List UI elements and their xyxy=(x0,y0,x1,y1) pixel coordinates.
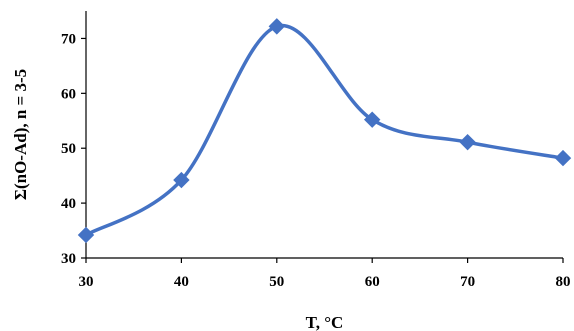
x-tick-label: 80 xyxy=(556,274,571,290)
y-axis-title: Σ(nO-Ad), n = 3-5 xyxy=(11,69,30,200)
y-tick-label: 30 xyxy=(61,251,76,267)
tick-labels: 30 40 50 60 70 30 40 50 60 70 80 xyxy=(61,31,571,290)
axes xyxy=(81,11,564,263)
data-point-marker xyxy=(173,171,190,189)
data-point-marker xyxy=(459,133,476,151)
data-point-marker xyxy=(554,149,572,167)
x-tick-label: 30 xyxy=(79,274,94,290)
series-line xyxy=(84,23,565,237)
x-tick-label: 40 xyxy=(174,274,189,290)
y-tick-label: 40 xyxy=(61,196,76,212)
x-tick-label: 70 xyxy=(460,274,475,290)
data-point-marker xyxy=(363,111,381,128)
y-tick-label: 60 xyxy=(61,86,76,102)
x-axis-title: T, °C xyxy=(306,313,344,331)
y-tick-label: 50 xyxy=(61,141,76,157)
y-tick-label: 70 xyxy=(61,31,76,47)
series-group xyxy=(77,18,572,244)
x-tick-label: 60 xyxy=(365,274,380,290)
data-point-marker xyxy=(268,18,286,35)
x-tick-label: 50 xyxy=(269,274,284,290)
data-point-marker xyxy=(77,226,95,244)
